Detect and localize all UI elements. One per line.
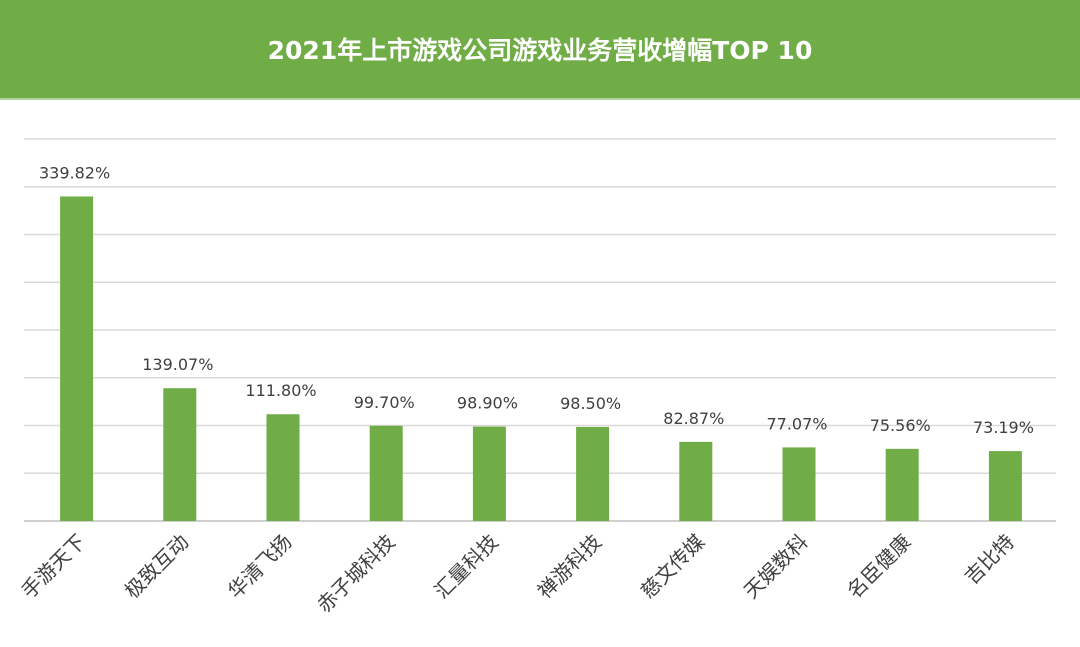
x-tick-label: 赤子城科技 <box>312 530 400 618</box>
x-tick-label: 天娱数科 <box>739 530 813 604</box>
data-label: 75.56% <box>870 416 931 435</box>
data-label: 139.07% <box>142 355 213 374</box>
data-label: 98.90% <box>457 394 518 413</box>
data-label: 339.82% <box>39 163 110 182</box>
header-divider <box>0 98 1080 100</box>
chart-title: 2021年上市游戏公司游戏业务营收增幅TOP 10 <box>267 36 813 65</box>
data-label: 73.19% <box>973 418 1034 437</box>
data-label: 111.80% <box>245 381 316 400</box>
x-tick-label: 华清飞扬 <box>223 530 297 604</box>
x-tick-label: 禅游科技 <box>533 530 607 604</box>
x-tick-label: 慈文传媒 <box>636 530 710 604</box>
x-tick-label: 手游天下 <box>17 530 91 604</box>
x-tick-label: 极致互动 <box>120 530 194 604</box>
data-label: 99.70% <box>354 393 415 412</box>
data-label: 77.07% <box>766 414 827 433</box>
x-tick-label: 汇量科技 <box>429 530 503 604</box>
bars-group <box>60 196 1022 521</box>
bar <box>369 425 403 521</box>
data-label: 82.87% <box>663 409 724 428</box>
bar <box>472 426 506 521</box>
chart-header: 2021年上市游戏公司游戏业务营收增幅TOP 10 <box>0 0 1080 100</box>
x-tick-label: 名臣健康 <box>842 530 916 604</box>
bar <box>266 414 300 521</box>
gridlines <box>24 138 1056 522</box>
bar <box>782 447 816 521</box>
bar <box>60 196 94 521</box>
data-labels-group: 339.82% 139.07% 111.80% 99.70% 98.90% 98.50% 8… <box>39 163 1034 437</box>
data-label: 98.50% <box>560 394 621 413</box>
x-tick-labels-group: 手游天下 极致互动 华清飞扬 赤子城科技 汇量科技 禅游科技 慈文传媒 天娱数科 名臣健康 吉比特 <box>17 530 1019 618</box>
x-tick-label: 吉比特 <box>960 530 1019 589</box>
bar <box>988 451 1022 521</box>
bar <box>163 388 197 521</box>
bar <box>885 448 919 521</box>
bar <box>576 426 610 521</box>
bar <box>679 441 713 521</box>
